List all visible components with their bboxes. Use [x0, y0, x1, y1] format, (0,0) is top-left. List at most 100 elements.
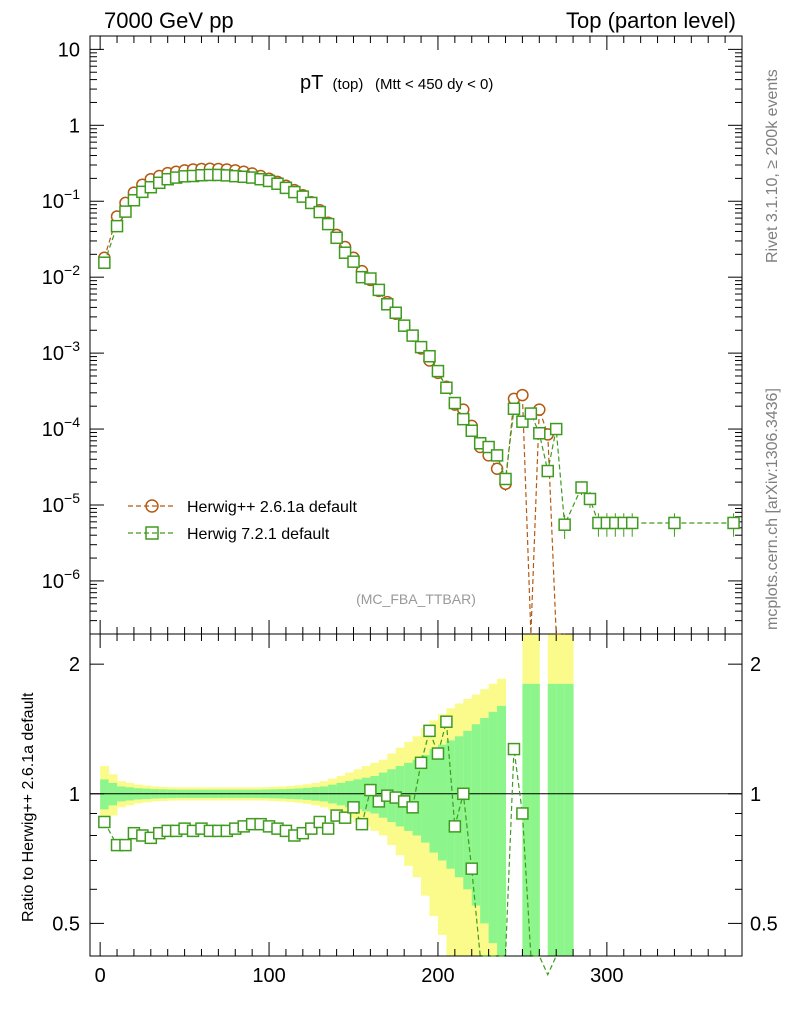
ratio-point: [448, 820, 462, 833]
herwig7-point: [668, 516, 681, 530]
ratio-point: [338, 811, 352, 824]
herwig7-point: [448, 396, 462, 410]
y-tick-label: 10−6: [42, 566, 80, 593]
ratio-point: [364, 783, 377, 797]
ratio-point: [516, 807, 529, 820]
herwig7-point: [583, 492, 597, 506]
ratio-y-tick-label-right: 2: [750, 654, 761, 676]
main-y-ticks-group: 10 1 10−1 10−2 10−3 10−4 10−5 10−6: [42, 39, 742, 635]
herwig7-point: [457, 412, 470, 426]
ratio-band-inner: [421, 755, 431, 843]
ratio-band-inner: [353, 779, 363, 810]
ratio-point: [406, 801, 419, 814]
ratio-y-tick-label-left: 2: [69, 654, 80, 676]
y-tick-label: 10−5: [42, 490, 80, 517]
herwig7-point: [414, 340, 428, 354]
watermark-label: (MC_FBA_TTBAR): [356, 591, 476, 607]
herwig7-point: [524, 407, 538, 420]
chart-title-main: pT: [300, 72, 323, 94]
herwig7-point: [397, 319, 411, 332]
herwig7-point: [296, 190, 310, 203]
ratio-point: [347, 801, 360, 814]
herwig7-point: [516, 415, 529, 428]
x-tick-label: 100: [252, 965, 285, 987]
ratio-point: [119, 838, 132, 852]
herwig7-point: [465, 424, 478, 437]
ratio-band-group: [100, 634, 574, 956]
chart-title: pT (top) (Mtt < 450 dy < 0): [300, 72, 493, 94]
herwig7-point: [313, 205, 326, 219]
legend-label-herwig7: Herwig 7.2.1 default: [187, 526, 330, 543]
y-tick-label: 10−3: [42, 338, 80, 365]
herwig7-point: [338, 246, 352, 259]
ratio-point: [431, 747, 445, 760]
herwigpp-point: [490, 462, 504, 476]
ratio-band-inner: [100, 779, 110, 810]
herwig7-point: [389, 306, 402, 320]
ratio-y-tick-label-left: 0.5: [52, 913, 80, 935]
ratio-point: [305, 822, 318, 835]
herwig7-point: [406, 329, 419, 342]
herwig7-point: [490, 449, 504, 462]
x-tick-label: 200: [421, 965, 454, 987]
ratio-plot-frame: [89, 633, 743, 957]
ratio-band-inner: [437, 744, 447, 861]
ratio-point: [355, 817, 369, 831]
x-tick-label: 300: [590, 965, 623, 987]
y-tick-label: 10−1: [42, 186, 80, 213]
legend-marker-herwig7: [145, 526, 159, 540]
ratio-y-ticks-group: 0.5 0.5 1 1 2 2: [52, 654, 778, 935]
header-right-label: Top (parton level): [566, 8, 736, 33]
ratio-band-inner: [522, 683, 532, 956]
x-tick-label: 0: [95, 965, 106, 987]
herwig7-point: [507, 402, 521, 416]
chart-title-sub: (top): [333, 76, 364, 93]
herwig7-point: [347, 255, 360, 268]
ratio-point: [313, 815, 326, 829]
herwig7-point: [549, 422, 563, 436]
ratio-band-inner: [429, 749, 439, 853]
ratio-y-tick-label-left: 1: [69, 784, 80, 806]
herwig7-point: [381, 298, 394, 311]
herwig7-point: [423, 349, 436, 363]
herwigpp-point: [516, 388, 529, 402]
svg-text:pT (top) (Mtt < 45: pT (top) (Mtt < 450 dy < 0): [300, 72, 493, 94]
legend-marker-herwigpp: [145, 499, 159, 513]
ratio-band-inner: [488, 711, 498, 944]
herwig7-point: [541, 464, 555, 478]
herwig7-point: [440, 381, 453, 394]
ratio-band-inner: [480, 717, 490, 924]
ratio-band-inner: [547, 683, 557, 956]
ratio-band-inner: [446, 740, 456, 869]
ratio-band-inner: [471, 724, 481, 906]
ratio-band-inner: [412, 759, 422, 836]
ratio-band-inner: [564, 683, 574, 956]
y-tick-label: 10−4: [42, 414, 80, 441]
legend-label-herwigpp: Herwig++ 2.6.1a default: [187, 499, 357, 516]
header-left-label: 7000 GeV pp: [104, 8, 234, 33]
ratio-y-tick-label-right: 0.5: [750, 913, 778, 935]
herwig7-point: [110, 219, 124, 233]
ratio-point: [440, 715, 453, 728]
ratio-band-inner: [463, 730, 473, 890]
ratio-point: [457, 787, 470, 801]
y-tick-label: 1: [69, 115, 80, 137]
ratio-point: [98, 815, 111, 829]
herwig7-point: [431, 364, 445, 378]
herwig7-point: [499, 472, 512, 486]
herwig7-point: [575, 481, 588, 494]
legend: Herwig++ 2.6.1a default Herwig 7.2.1 def…: [128, 499, 357, 543]
herwig7-point: [98, 256, 111, 269]
herwig7-point: [321, 217, 335, 231]
herwig7-point: [364, 272, 377, 285]
y-tick-label: 10−2: [42, 262, 80, 289]
ratio-band-inner: [530, 683, 540, 956]
ratio-series: [98, 715, 557, 977]
ratio-band-inner: [556, 683, 566, 956]
ratio-point: [423, 724, 436, 738]
herwig7-point: [127, 194, 141, 207]
herwig7-point: [727, 516, 740, 530]
herwig7-point: [305, 196, 318, 210]
ratio-y-tick-label-right: 1: [750, 784, 761, 806]
